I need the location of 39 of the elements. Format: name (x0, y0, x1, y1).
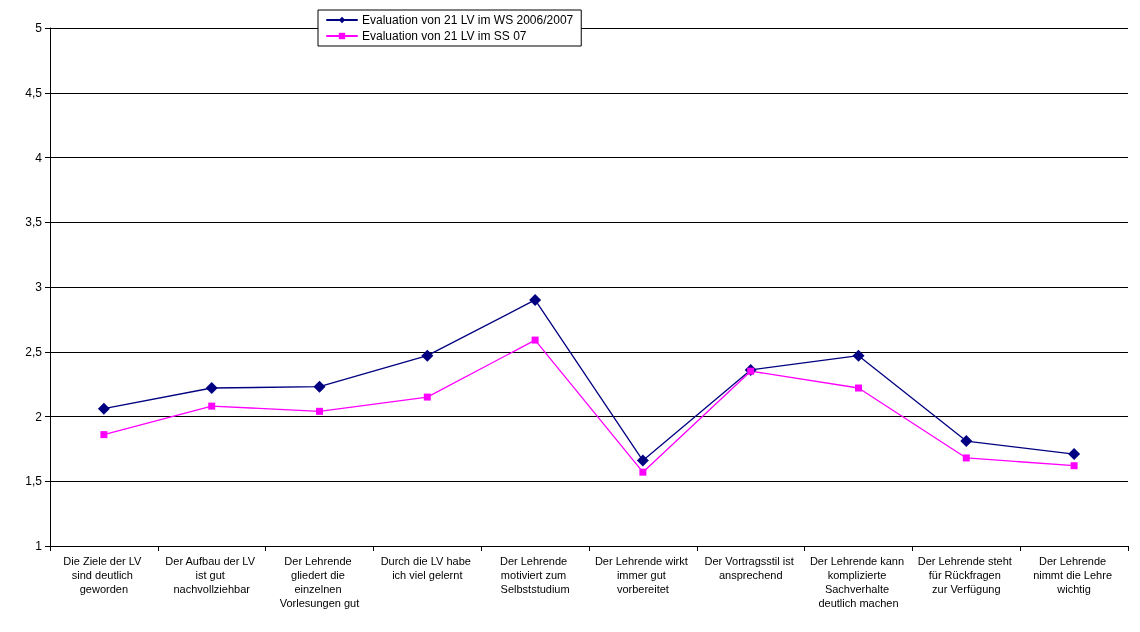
point (531, 336, 539, 344)
y-tick-label: 3 (35, 280, 43, 294)
y-tick-label: 1,5 (25, 474, 43, 489)
x-tick-label: Der Lehrende wirkt immer gut vorbereitet (594, 555, 691, 595)
point (962, 454, 970, 462)
y-tick-label: 5 (35, 21, 43, 35)
legend-label: Evaluation von 21 LV im WS 2006/2007 (362, 13, 574, 27)
point (97, 402, 110, 415)
x-tick-label: Der Lehrende steht für Rückfragen zur Verfügung (917, 555, 1015, 595)
point (529, 293, 542, 306)
x-tick-label: Der Lehrende nimmt die Lehre wichtig (1033, 555, 1116, 595)
x-tick-label: Der Lehrende gliedert die einzelnen Vorlesungen gut (279, 555, 360, 609)
point (1070, 462, 1078, 470)
point (852, 349, 865, 362)
legend-label: Evaluation von 21 LV im SS 07 (362, 29, 527, 43)
y-tick-label: 3,5 (25, 215, 43, 230)
x-tick-label: Der Aufbau der LV ist gut nachvollziehbar (165, 555, 259, 595)
x-tick-label: Der Lehrende kann komplizierte Sachverhalte deutlich machen (809, 555, 908, 609)
point (855, 384, 862, 392)
y-tick-label: 4,5 (25, 85, 43, 100)
point (423, 393, 431, 401)
point (316, 407, 323, 415)
point (421, 349, 434, 362)
point (636, 454, 649, 467)
point (960, 435, 973, 448)
point (639, 468, 647, 476)
point (100, 431, 108, 439)
point (205, 382, 218, 395)
y-tick-label: 1 (35, 539, 43, 553)
x-tick-label: Der Vortragsstil ist ansprechend (704, 555, 797, 581)
y-tick-label: 2,5 (25, 344, 43, 359)
y-tick-label: 2 (35, 409, 43, 424)
point (1068, 448, 1081, 461)
x-tick-label: Die Ziele der LV sind deutlich geworden (63, 555, 145, 595)
point (208, 402, 216, 410)
x-tick-label: Der Lehrende motiviert zum Selbststudium (499, 555, 571, 595)
y-tick-label: 4 (35, 150, 43, 165)
x-tick-label: Durch die LV habe ich viel gelernt (380, 555, 474, 581)
point (313, 380, 326, 393)
